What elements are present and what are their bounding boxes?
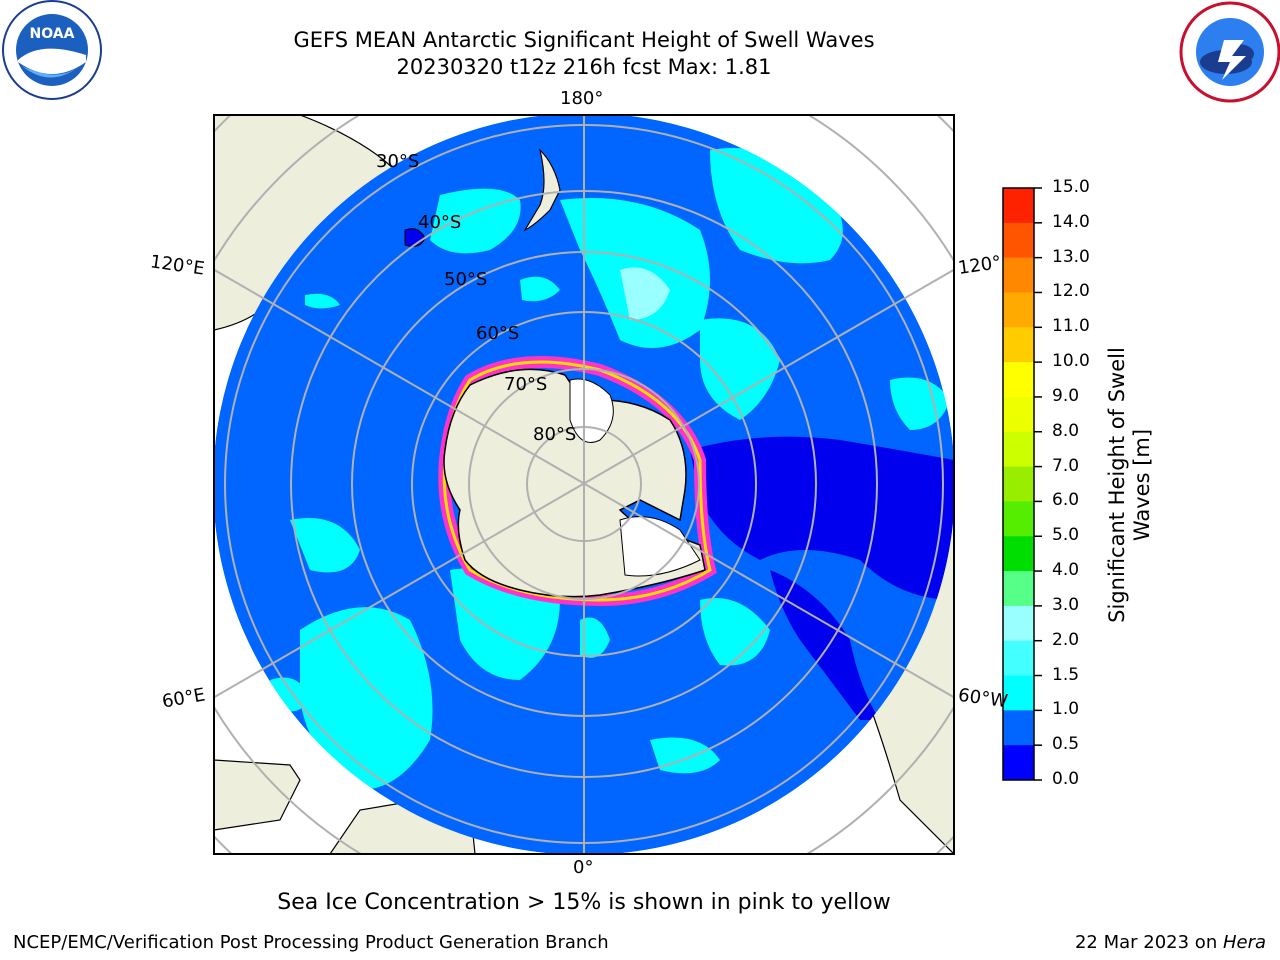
colorbar-swatch <box>1003 292 1034 328</box>
colorbar-swatch <box>1003 188 1034 224</box>
colorbar-swatch <box>1003 536 1034 572</box>
latitude-label-50s: 50°S <box>444 269 488 290</box>
colorbar-label: Significant Height of Swell Waves [m] <box>1105 347 1154 623</box>
colorbar-tick-label: 12.0 <box>1052 281 1090 302</box>
colorbar-swatch <box>1003 745 1034 781</box>
noaa-logo-icon: NOAA <box>2 0 102 100</box>
nws-logo-icon <box>1179 1 1280 103</box>
colorbar-tick-label: 15.0 <box>1052 177 1090 197</box>
colorbar-swatch <box>1003 466 1034 502</box>
colorbar-swatch <box>1003 327 1034 363</box>
meridian-label-180: 180° <box>560 88 604 109</box>
colorbar-swatch <box>1003 501 1034 537</box>
noaa-logo-text: NOAA <box>30 26 75 42</box>
colorbar-tick-label: 2.0 <box>1052 629 1080 650</box>
sea-ice-note: Sea Ice Concentration > 15% is shown in … <box>277 890 891 915</box>
colorbar-swatch <box>1003 675 1034 711</box>
footer-credit: NCEP/EMC/Verification Post Processing Pr… <box>13 932 609 953</box>
latitude-label-70s: 70°S <box>504 374 548 395</box>
colorbar-swatch <box>1003 362 1034 398</box>
latitude-label-60s: 60°S <box>476 323 520 344</box>
colorbar-swatch <box>1003 571 1034 607</box>
colorbar-tick-label: 0.5 <box>1052 734 1080 755</box>
latitude-label-40s: 40°S <box>418 212 462 233</box>
colorbar-tick-label: 5.0 <box>1052 525 1080 546</box>
colorbar-swatch <box>1003 605 1034 642</box>
colorbar-tick-label: 6.0 <box>1052 490 1080 511</box>
colorbar-swatch <box>1003 396 1034 433</box>
colorbar-tick-label: 14.0 <box>1052 211 1090 232</box>
colorbar-tick-label: 4.0 <box>1052 560 1080 581</box>
colorbar-tick-label: 13.0 <box>1052 246 1090 267</box>
map-subtitle: 20230320 t12z 216h fcst Max: 1.81 <box>396 55 772 79</box>
colorbar-swatch <box>1003 222 1034 259</box>
meridian-label-0: 0° <box>573 857 594 878</box>
map-title: GEFS MEAN Antarctic Significant Height o… <box>293 28 875 52</box>
colorbar-swatch <box>1003 257 1034 293</box>
colorbar-tick-label: 3.0 <box>1052 594 1080 615</box>
colorbar-tick-label: 1.5 <box>1052 664 1080 685</box>
colorbar-tick-label: 9.0 <box>1052 385 1080 406</box>
map-content <box>214 115 954 854</box>
colorbar-tick-label: 0.0 <box>1052 769 1080 789</box>
colorbar <box>1002 187 1042 781</box>
colorbar-swatch <box>1003 431 1034 468</box>
latitude-label-30s: 30°S <box>376 151 420 172</box>
latitude-label-80s: 80°S <box>533 424 577 445</box>
colorbar-swatch <box>1003 640 1034 677</box>
graticule <box>214 115 954 854</box>
colorbar-tick-label: 7.0 <box>1052 455 1080 476</box>
footer-date-text: 22 Mar 2023 on <box>1074 932 1223 953</box>
colorbar-tick-label: 11.0 <box>1052 316 1090 337</box>
colorbar-tick-label: 10.0 <box>1052 351 1090 372</box>
colorbar-tick-label: 1.0 <box>1052 699 1080 720</box>
footer-host: Hera <box>1222 932 1266 953</box>
footer-date: 22 Mar 2023 on Hera <box>1075 932 1266 953</box>
colorbar-tick-label: 8.0 <box>1052 420 1080 441</box>
colorbar-swatch <box>1003 710 1034 746</box>
new-zealand-landmass <box>523 148 561 232</box>
